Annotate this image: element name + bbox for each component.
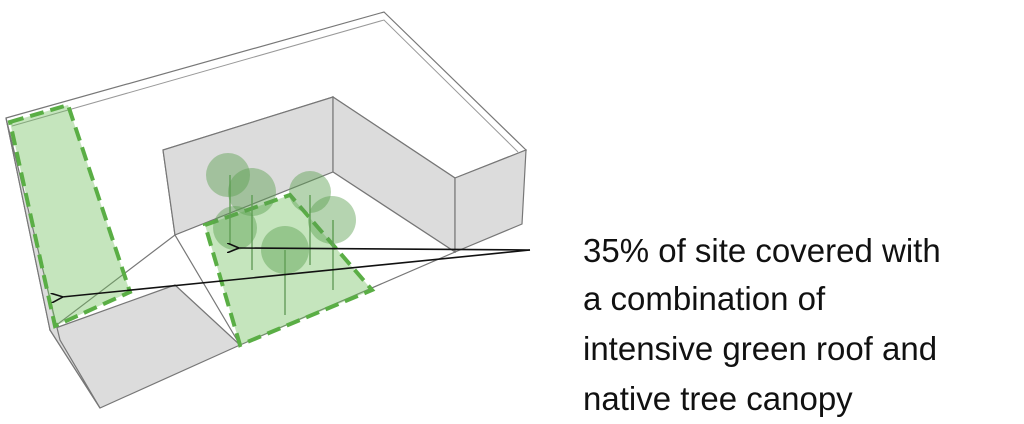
- green-courtyard: [202, 192, 376, 348]
- building: [5, 11, 528, 409]
- annotation-line: 35% of site covered with: [583, 232, 941, 269]
- tree: [308, 196, 356, 244]
- end-wall: [454, 149, 527, 253]
- tree: [213, 206, 257, 250]
- green-roof-left: [7, 102, 133, 329]
- tree: [206, 153, 250, 197]
- parapet: [11, 19, 519, 153]
- tree: [228, 168, 276, 216]
- annotation: 35% of site covered with a combination o…: [583, 232, 941, 417]
- trees: [206, 153, 356, 315]
- arrow: [62, 249, 531, 297]
- tree: [261, 226, 309, 274]
- tree: [289, 171, 331, 213]
- arrow: [238, 248, 531, 250]
- annotation-line: intensive green roof and: [583, 330, 937, 367]
- annotation-line: native tree canopy: [583, 380, 853, 417]
- annotation-line: a combination of: [583, 280, 826, 317]
